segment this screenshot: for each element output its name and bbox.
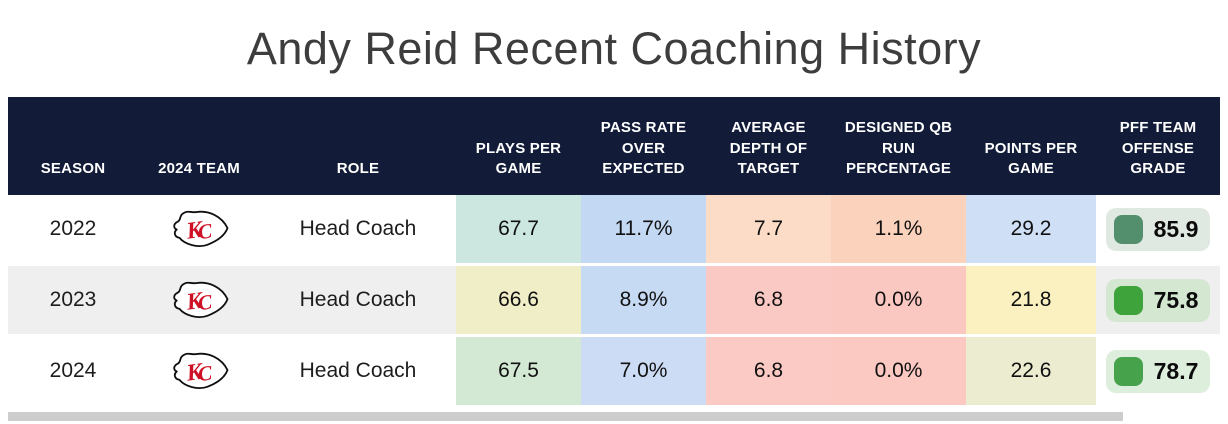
col-header-points-per-game: POINTS PER GAME	[966, 97, 1096, 195]
points-per-game-cell: 29.2	[966, 195, 1096, 266]
table-row-2024: 2024 K C Head Coach 67.5 7.0% 6.8	[8, 337, 1220, 408]
col-header-role: ROLE	[260, 97, 456, 195]
coaching-history-table-wrap: SEASON 2024 TEAM ROLE PLAYS PER GAME PAS…	[0, 97, 1228, 408]
designed-qb-run-percentage-cell: 0.0%	[831, 337, 966, 408]
col-header-pass-rate-over-expected: PASS RATE OVER EXPECTED	[581, 97, 706, 195]
points-per-game-cell: 21.8	[966, 266, 1096, 337]
coaching-history-table: SEASON 2024 TEAM ROLE PLAYS PER GAME PAS…	[8, 97, 1220, 408]
svg-text:K: K	[184, 287, 206, 315]
col-header-plays-per-game: PLAYS PER GAME	[456, 97, 581, 195]
grade-value: 75.8	[1153, 286, 1199, 313]
role-cell: Head Coach	[260, 266, 456, 337]
chiefs-arrowhead-icon: K C	[173, 210, 229, 247]
season-cell: 2022	[8, 195, 138, 266]
average-depth-of-target-cell: 7.7	[706, 195, 831, 266]
pff-grade-cell: 75.8	[1096, 266, 1220, 337]
col-header-designed-qb-run-percentage: DESIGNED QB RUN PERCENTAGE	[831, 97, 966, 195]
plays-per-game-cell: 67.7	[456, 195, 581, 266]
team-cell: K C	[138, 195, 260, 266]
grade-value: 85.9	[1153, 215, 1199, 242]
grade-badge: 85.9	[1105, 207, 1211, 251]
svg-text:C: C	[196, 360, 214, 386]
col-header-pff-team-offense-grade: PFF TEAM OFFENSE GRADE	[1096, 97, 1220, 195]
grade-badge: 78.7	[1105, 349, 1211, 393]
grade-color-swatch-icon	[1113, 356, 1143, 386]
plays-per-game-cell: 67.5	[456, 337, 581, 408]
svg-text:C: C	[196, 218, 214, 244]
average-depth-of-target-cell: 6.8	[706, 337, 831, 408]
grade-color-swatch-icon	[1113, 214, 1143, 244]
grade-value: 78.7	[1153, 357, 1199, 384]
team-cell: K C	[138, 266, 260, 337]
kansas-city-chiefs-logo: K C	[138, 278, 260, 323]
plays-per-game-cell: 66.6	[456, 266, 581, 337]
horizontal-scrollbar	[8, 412, 1220, 421]
grade-color-swatch-icon	[1113, 285, 1143, 315]
pff-grade-cell: 78.7	[1096, 337, 1220, 408]
col-header-season: SEASON	[8, 97, 138, 195]
role-cell: Head Coach	[260, 337, 456, 408]
pff-grade-cell: 85.9	[1096, 195, 1220, 266]
page-title: Andy Reid Recent Coaching History	[246, 22, 982, 74]
header-row: SEASON 2024 TEAM ROLE PLAYS PER GAME PAS…	[8, 97, 1220, 195]
designed-qb-run-percentage-cell: 0.0%	[831, 266, 966, 337]
points-per-game-cell: 22.6	[966, 337, 1096, 408]
col-header-average-depth-of-target: AVERAGE DEPTH OF TARGET	[706, 97, 831, 195]
pass-rate-over-expected-cell: 7.0%	[581, 337, 706, 408]
svg-text:K: K	[184, 358, 206, 386]
pass-rate-over-expected-cell: 8.9%	[581, 266, 706, 337]
season-cell: 2023	[8, 266, 138, 337]
role-cell: Head Coach	[260, 195, 456, 266]
pass-rate-over-expected-cell: 11.7%	[581, 195, 706, 266]
team-cell: K C	[138, 337, 260, 408]
chiefs-arrowhead-icon: K C	[173, 352, 229, 389]
svg-text:K: K	[184, 216, 206, 244]
chiefs-arrowhead-icon: K C	[173, 281, 229, 318]
designed-qb-run-percentage-cell: 1.1%	[831, 195, 966, 266]
col-header-team: 2024 TEAM	[138, 97, 260, 195]
season-cell: 2024	[8, 337, 138, 408]
average-depth-of-target-cell: 6.8	[706, 266, 831, 337]
table-row-2022: 2022 K C Head Coach 67.7 11.7% 7.	[8, 195, 1220, 266]
grade-badge: 75.8	[1105, 278, 1211, 322]
kansas-city-chiefs-logo: K C	[138, 349, 260, 394]
horizontal-scrollbar-thumb[interactable]	[8, 412, 1124, 421]
svg-text:C: C	[196, 289, 214, 315]
table-row-2023: 2023 K C Head Coach 66.6 8.9% 6.8	[8, 266, 1220, 337]
kansas-city-chiefs-logo: K C	[138, 207, 260, 252]
